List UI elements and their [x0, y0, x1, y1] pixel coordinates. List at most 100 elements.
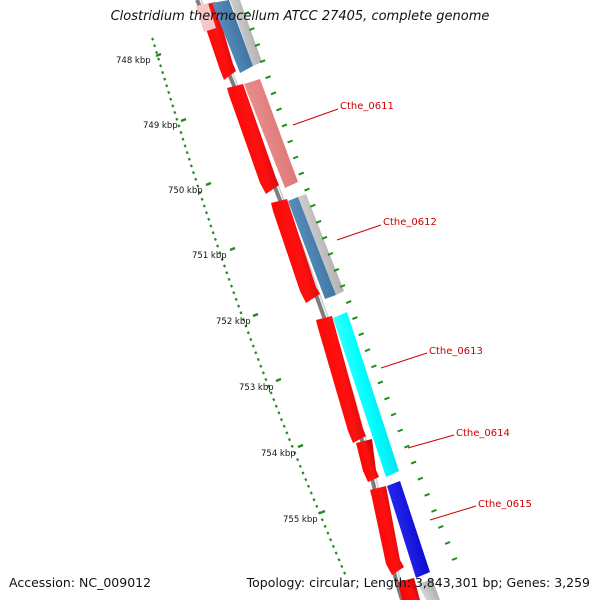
feature-cyan-0613[interactable] [333, 312, 399, 477]
ruler-dot [256, 357, 260, 362]
outer-tick [339, 284, 346, 288]
cds-arrow-2[interactable] [227, 84, 279, 194]
outer-tick [254, 43, 261, 48]
outer-tick [292, 155, 299, 160]
ruler-tick-label: 754 kbp [261, 449, 296, 459]
outer-tick [451, 557, 458, 561]
ruler-dot [194, 177, 198, 181]
callout-line-cthe-0613 [380, 352, 428, 369]
ruler-dot [157, 57, 161, 61]
ruler-dot [191, 170, 196, 175]
ruler-dot [269, 391, 273, 395]
ruler-dot [287, 437, 292, 442]
ruler-dot [285, 431, 289, 435]
ruler-dot [185, 150, 189, 155]
outer-tick [424, 492, 430, 497]
gene-label-cthe-0615[interactable]: Cthe_0615 [478, 499, 532, 510]
ruler-dot [198, 190, 202, 195]
ruler-dot [249, 337, 253, 342]
callout-line-cthe-0614 [407, 434, 455, 449]
outer-tick [259, 59, 266, 64]
ruler-dot [312, 498, 316, 502]
ruler-dot [159, 64, 163, 68]
gene-label-cthe-0612[interactable]: Cthe_0612 [383, 217, 437, 228]
ruler-tick-label: 752 kbp [216, 317, 251, 327]
ruler-dot [306, 484, 311, 488]
callout-line-cthe-0611 [292, 108, 339, 126]
gene-label-cthe-0613[interactable]: Cthe_0613 [429, 346, 483, 357]
ruler-dot [232, 291, 236, 295]
ruler-dot [334, 551, 338, 555]
outer-tick [404, 444, 410, 449]
ruler-dot [251, 344, 255, 348]
ruler-dot [272, 397, 276, 402]
ruler-dot [173, 110, 177, 115]
ruler-dot [175, 117, 179, 121]
gene-callouts: Cthe_0611 Cthe_0612 Cthe_0613 Cthe_0614 … [292, 101, 532, 521]
ruler-dot [187, 157, 191, 161]
ruler-dot [331, 544, 335, 549]
ruler-dot [337, 558, 341, 562]
ruler-dot [246, 331, 250, 335]
ruler-dot [298, 464, 302, 468]
ruler-dot [301, 471, 305, 475]
ruler-dot [222, 264, 227, 268]
ruler-dot [274, 404, 278, 408]
forward-cds-track [199, 2, 420, 600]
ruler-dot [177, 124, 181, 128]
feature-salmon-top[interactable] [196, 3, 216, 32]
cds-arrow-5[interactable] [356, 439, 379, 482]
ruler-dot [290, 444, 294, 448]
ruler-dot [151, 37, 155, 41]
ruler-dot [304, 477, 308, 482]
feature-grey-0612[interactable] [298, 194, 344, 295]
outer-tick [390, 412, 397, 417]
gene-label-cthe-0611[interactable]: Cthe_0611 [340, 101, 394, 112]
outer-tick [304, 187, 310, 192]
ruler-major-tick [229, 246, 236, 252]
outer-tick [431, 508, 437, 513]
ruler-dot [183, 144, 187, 148]
outer-tick [410, 460, 417, 465]
ruler-tick-label: 748 kbp [116, 56, 151, 66]
outer-tick [287, 139, 293, 144]
ruler-major-tick [252, 312, 259, 318]
ruler-dot [237, 304, 241, 308]
outer-tick [309, 203, 316, 208]
gene-label-cthe-0614[interactable]: Cthe_0614 [456, 428, 510, 439]
feature-blue-0615[interactable] [387, 481, 430, 578]
feature-grey-bottom[interactable] [418, 579, 440, 600]
outer-tick [265, 75, 271, 80]
ruler-major-tick [319, 509, 326, 515]
outer-tick [243, 11, 250, 15]
cds-arrow-6[interactable] [370, 486, 404, 575]
page-title: Clostridium thermocellum ATCC 27405, com… [110, 9, 490, 24]
ruler-tick-label: 755 kbp [283, 515, 318, 525]
ruler-dot [153, 44, 157, 48]
ruler-dot [326, 531, 330, 535]
outer-tick [276, 107, 282, 112]
ruler-major-tick [205, 181, 212, 187]
cds-arrow-7[interactable] [398, 578, 420, 600]
ruler-dot [200, 197, 204, 201]
feature-salmon-0611[interactable] [244, 79, 298, 188]
outer-tick [364, 348, 371, 353]
ruler-dot [317, 511, 322, 515]
ruler-dot [167, 90, 171, 95]
feature-steel-top[interactable] [212, 0, 253, 73]
ruler-dot [261, 371, 265, 375]
outer-tick [397, 428, 404, 433]
ruler-dot [209, 224, 213, 228]
ruler-major-tick [155, 52, 162, 58]
feature-steel-0612[interactable] [288, 197, 336, 299]
ruler-dot [244, 324, 248, 328]
cds-arrow-4[interactable] [316, 316, 366, 443]
feature-grey-top[interactable] [230, 0, 262, 66]
ruler-major-tick [275, 377, 282, 383]
ruler-dot [279, 417, 284, 422]
ruler-dot [264, 377, 268, 382]
cds-arrow-3[interactable] [271, 199, 320, 303]
accession-label: Accession: NC_009012 [9, 575, 152, 590]
outer-tick [437, 524, 444, 529]
callout-line-cthe-0612 [336, 224, 382, 241]
